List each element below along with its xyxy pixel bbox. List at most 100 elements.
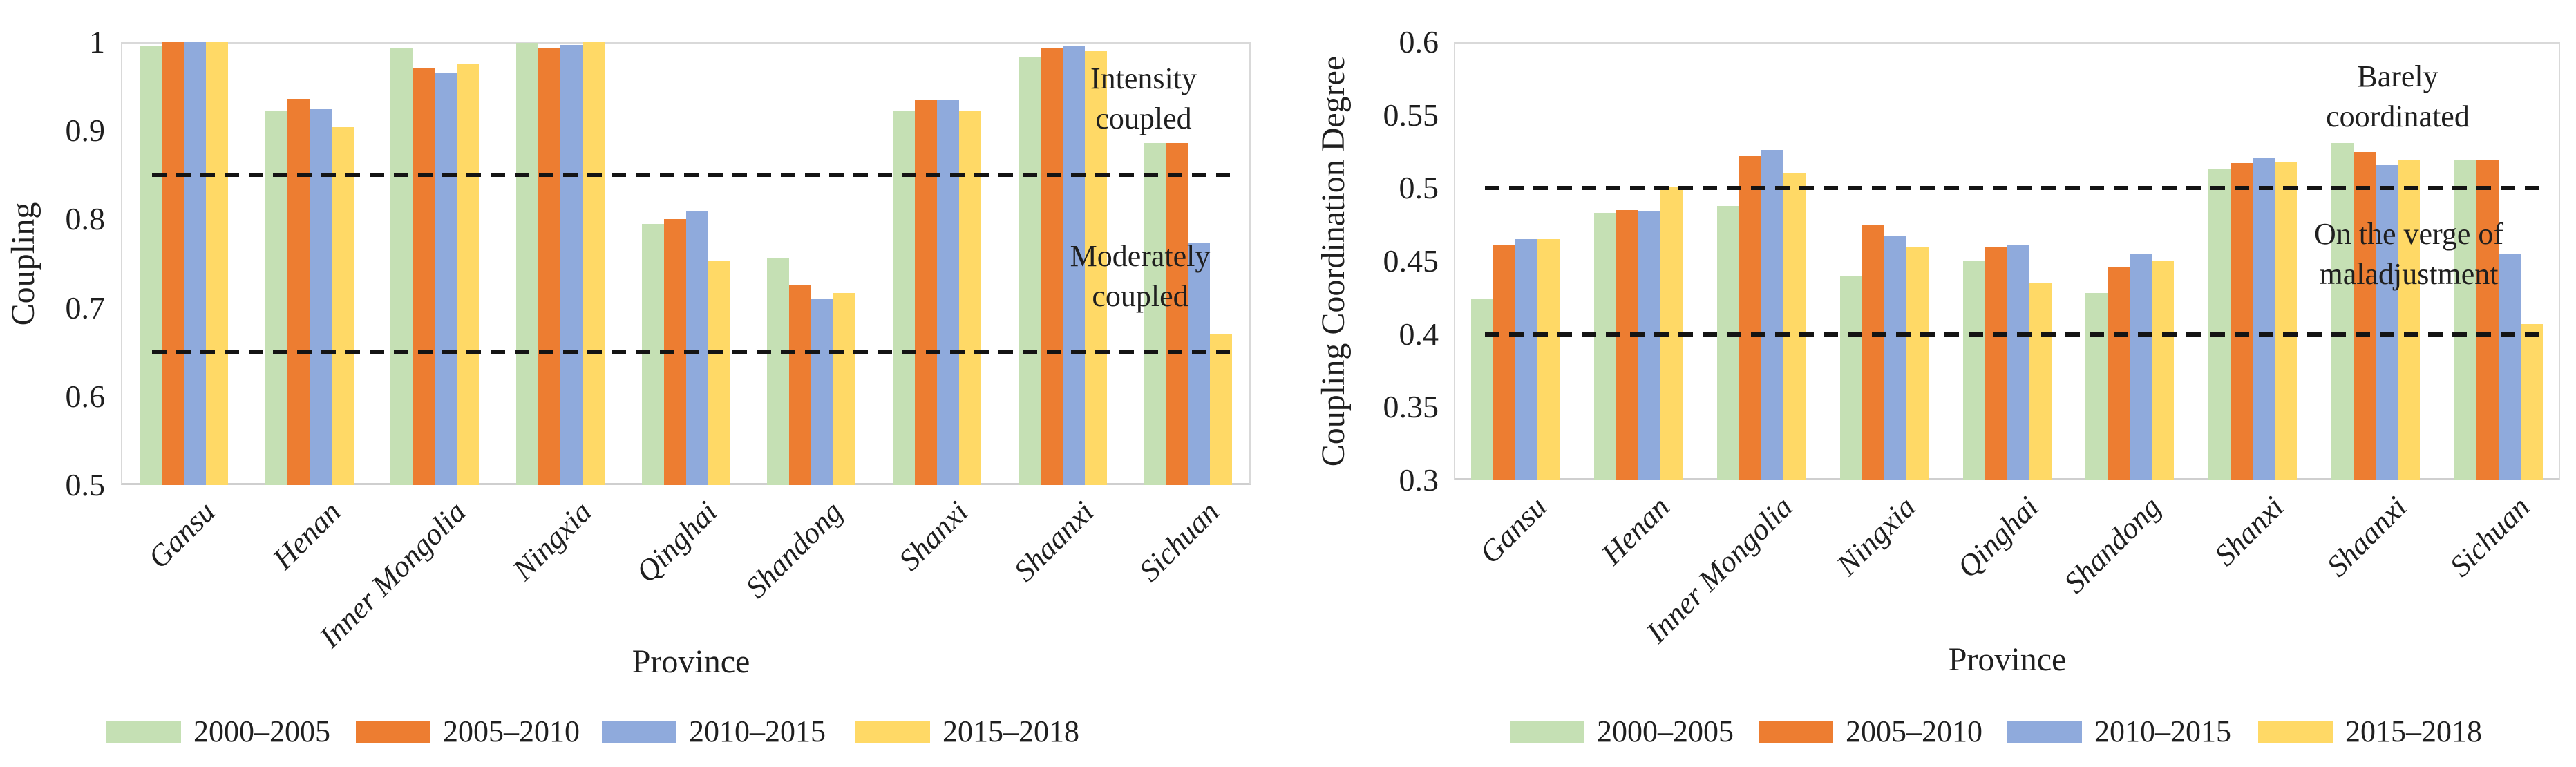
zone-annotation-line: maladjustment — [2319, 257, 2499, 291]
bar-gansu-2005–2010 — [1493, 245, 1515, 480]
bar-shandong-2010–2015 — [2130, 254, 2152, 480]
legend-label: 2015–2018 — [943, 714, 1079, 748]
legend-label: 2010–2015 — [689, 714, 826, 748]
bar-shanxi-2005–2010 — [2231, 163, 2253, 480]
threshold-line-0.65 — [152, 350, 1230, 354]
legend-label: 2005–2010 — [443, 714, 580, 748]
bar-sichuan-2000–2005 — [1144, 143, 1166, 485]
x-axis-category-label: Ningxia — [506, 495, 598, 587]
x-axis-category-label: Qinghai — [1950, 490, 2045, 585]
bar-shaanxi-2005–2010 — [1040, 48, 1063, 485]
bar-shanxi-2000–2005 — [892, 111, 915, 485]
bar-ningxia-2000–2005 — [515, 43, 538, 485]
y-axis-tick-label: 0.35 — [1383, 389, 1439, 425]
legend-item-2010–2015: 2010–2015 — [2007, 714, 2249, 762]
bar-shandong-2005–2010 — [789, 285, 812, 485]
y-axis-tick-label: 0.7 — [65, 290, 106, 325]
y-axis-tick-label: 0.45 — [1383, 243, 1439, 278]
x-axis-category-label: Shandong — [2057, 490, 2168, 600]
zone-annotation-line: coordinated — [2326, 100, 2470, 133]
zone-annotation-line: coupled — [1095, 102, 1192, 135]
bar-shandong-2015–2018 — [2152, 261, 2175, 480]
bar-henan-2000–2005 — [265, 110, 287, 485]
zone-annotation-line: coupled — [1092, 279, 1188, 313]
legend-swatch — [356, 721, 430, 743]
y-axis-tick-label: 0.3 — [1399, 462, 1439, 498]
legend-swatch — [1759, 721, 1833, 743]
legend-label: 2015–2018 — [2345, 714, 2482, 748]
bar-gansu-2005–2010 — [161, 42, 184, 485]
bar-shandong-2005–2010 — [2108, 267, 2130, 480]
zone-annotation-line: On the verge of — [2313, 217, 2504, 251]
bar-shandong-2000–2005 — [767, 258, 790, 485]
x-axis-category-label: Henan — [265, 495, 348, 576]
x-axis-category-label: Shaanxi — [2320, 490, 2414, 583]
legend-swatch — [106, 721, 181, 743]
legend-item-2000–2005: 2000–2005 — [106, 714, 348, 762]
bar-shanxi-2000–2005 — [2208, 169, 2231, 480]
x-axis-category-label: Shanxi — [892, 495, 975, 578]
legend-item-2005–2010: 2005–2010 — [356, 714, 598, 762]
bar-shaanxi-2015–2018 — [1084, 50, 1107, 485]
bar-ningxia-2015–2018 — [1906, 246, 1929, 480]
x-axis-category-label: Shanxi — [2208, 490, 2291, 573]
zone-annotation-line: Barely — [2357, 59, 2438, 93]
bar-shaanxi-2015–2018 — [2398, 160, 2421, 480]
coupling-bar-chart: 1 0.9 0.8 0.7 0.6 0.5 Gansu Henan Inner Mongolia… — [5, 24, 1251, 762]
bar-ningxia-2005–2010 — [1862, 225, 1884, 480]
y-axis-tick-label: 0.6 — [65, 378, 106, 414]
bar-sichuan-2015–2018 — [2521, 323, 2544, 480]
bar-sichuan-2010–2015 — [1188, 243, 1211, 485]
y-axis-tick-label: 0.8 — [65, 201, 106, 237]
bar-qinghai-2015–2018 — [708, 261, 730, 485]
legend-swatch — [602, 721, 676, 743]
y-axis-tick-label: 0.4 — [1399, 316, 1439, 352]
zone-annotation: Moderately coupled — [947, 236, 1334, 316]
x-axis-category-label: Sichuan — [2443, 490, 2537, 583]
y-axis-tick-label: 0.5 — [65, 467, 106, 502]
bar-inner-mongolia-2015–2018 — [1783, 173, 1806, 480]
legend-item-2000–2005: 2000–2005 — [1510, 714, 1752, 762]
bar-inner-mongolia-2005–2010 — [413, 68, 435, 485]
bar-gansu-2010–2015 — [1515, 239, 1537, 480]
bar-henan-2005–2010 — [287, 99, 310, 485]
legend-swatch — [1510, 721, 1584, 743]
legend-swatch — [2007, 721, 2082, 743]
bar-sichuan-2000–2005 — [2454, 160, 2477, 480]
x-axis-category-label: Inner Mongolia — [313, 495, 473, 654]
bar-shaanxi-2000–2005 — [1018, 56, 1041, 485]
bar-qinghai-2010–2015 — [685, 210, 708, 485]
x-axis-category-label: Gansu — [1472, 490, 1553, 570]
bar-shanxi-2005–2010 — [914, 100, 937, 485]
bar-shandong-2010–2015 — [811, 299, 834, 485]
x-axis-category-label: Henan — [1594, 490, 1676, 571]
zone-annotation: On the verge of maladjustment — [2215, 214, 2576, 294]
zone-annotation: Barely coordinated — [2204, 57, 2576, 137]
x-axis-category-label: Inner Mongolia — [1639, 490, 1799, 650]
bar-shanxi-2010–2015 — [2253, 157, 2275, 480]
bar-shandong-2015–2018 — [833, 292, 856, 485]
legend-label: 2010–2015 — [2094, 714, 2231, 748]
x-axis-category-label: Gansu — [141, 495, 222, 575]
bar-henan-2010–2015 — [1638, 211, 1660, 480]
bar-ningxia-2000–2005 — [1839, 276, 1862, 480]
bar-gansu-2010–2015 — [183, 42, 206, 485]
bar-henan-2005–2010 — [1616, 210, 1638, 480]
zone-annotation: Intensity coupled — [950, 59, 1337, 139]
legend-label: 2000–2005 — [193, 714, 330, 748]
bar-shaanxi-2010–2015 — [2376, 164, 2398, 480]
x-axis-category-label: Qinghai — [629, 495, 724, 589]
legend-item-2015–2018: 2015–2018 — [855, 714, 1097, 762]
bar-sichuan-2005–2010 — [1166, 143, 1188, 485]
bar-gansu-2015–2018 — [1537, 239, 1560, 480]
bar-shaanxi-2005–2010 — [2354, 151, 2376, 480]
bar-henan-2015–2018 — [331, 127, 354, 485]
legend-swatch — [2258, 721, 2333, 743]
x-axis-category-label: Shaanxi — [1007, 495, 1101, 588]
threshold-line-0.85 — [152, 173, 1230, 178]
bar-gansu-2000–2005 — [1470, 299, 1493, 480]
x-axis-title: Province — [1948, 641, 2067, 678]
bar-qinghai-2000–2005 — [641, 223, 664, 485]
bar-sichuan-2005–2010 — [2476, 160, 2499, 480]
